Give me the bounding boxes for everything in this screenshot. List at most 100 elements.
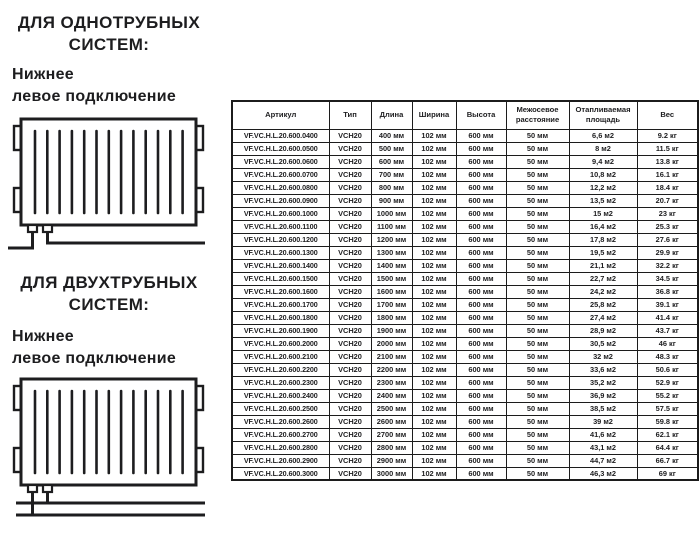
table-cell: 102 мм (411, 375, 457, 390)
table-cell: 500 мм (370, 141, 413, 156)
table-cell: 27,4 м2 (568, 310, 638, 325)
table-cell: 21,1 м2 (568, 258, 638, 273)
table-cell: 50 мм (505, 232, 570, 247)
table-cell: 600 мм (455, 375, 507, 390)
table-cell: 23 кг (636, 206, 699, 221)
table-row: VF.VC.H.L.20.600.2700 VCH20 2700 мм 102 мм 6… (231, 427, 699, 442)
table-cell: 24,2 м2 (568, 284, 638, 299)
table-cell: 50 мм (505, 414, 570, 429)
table-cell: 50 мм (505, 167, 570, 182)
table-row: VF.VC.H.L.20.600.1500 VCH20 1500 мм 102 мм 6… (231, 271, 699, 286)
single-pipe-section-subtitle: Нижнее левое подключение (12, 64, 222, 108)
radiator-fins (33, 129, 184, 215)
table-cell: 3000 мм (370, 466, 413, 481)
table-cell: VF.VC.H.L.20.600.1700 (231, 297, 330, 312)
table-cell: 13,5 м2 (568, 193, 638, 208)
table-row: VF.VC.H.L.20.600.2900 VCH20 2900 мм 102 мм 6… (231, 453, 699, 468)
table-row: VF.VC.H.L.20.600.1000 VCH20 1000 мм 102 мм 6… (231, 206, 699, 221)
table-cell: 102 мм (411, 154, 457, 169)
table-cell: VCH20 (328, 453, 372, 468)
table-row: VF.VC.H.L.20.600.0700 VCH20 700 мм 102 мм 60… (231, 167, 699, 182)
table-cell: 50 мм (505, 349, 570, 364)
title-line: ДЛЯ ОДНОТРУБНЫХ (17, 13, 201, 32)
table-cell: 50 мм (505, 453, 570, 468)
table-cell: 600 мм (455, 180, 507, 195)
table-cell: 50 мм (505, 427, 570, 442)
table-cell: 50 мм (505, 284, 570, 299)
table-cell: 600 мм (455, 427, 507, 442)
table-cell: VCH20 (328, 141, 372, 156)
table-cell: VCH20 (328, 310, 372, 325)
table-cell: 600 мм (455, 245, 507, 260)
table-cell: 1000 мм (370, 206, 413, 221)
table-cell: 50 мм (505, 245, 570, 260)
table-row: VF.VC.H.L.20.600.1200 VCH20 1200 мм 102 мм 6… (231, 232, 699, 247)
table-cell: 1800 мм (370, 310, 413, 325)
table-cell: 600 мм (455, 466, 507, 481)
table-cell: 25.3 кг (636, 219, 699, 234)
table-cell: 102 мм (411, 401, 457, 416)
table-row: VF.VC.H.L.20.600.1900 VCH20 1900 мм 102 мм 6… (231, 323, 699, 338)
table-row: VF.VC.H.L.20.600.2000 VCH20 2000 мм 102 мм 6… (231, 336, 699, 351)
table-cell: 102 мм (411, 258, 457, 273)
table-cell: VCH20 (328, 193, 372, 208)
table-cell: 29.9 кг (636, 245, 699, 260)
table-cell: 600 мм (455, 167, 507, 182)
table-cell: 400 мм (370, 128, 413, 143)
table-cell: 22,7 м2 (568, 271, 638, 286)
table-cell: VF.VC.H.L.20.600.2300 (231, 375, 330, 390)
table-cell: VF.VC.H.L.20.600.2900 (231, 453, 330, 468)
table-cell: 600 мм (455, 141, 507, 156)
table-cell: 600 мм (455, 336, 507, 351)
table-cell: 30,5 м2 (568, 336, 638, 351)
table-cell: 66.7 кг (636, 453, 699, 468)
table-cell: 600 мм (455, 258, 507, 273)
table-cell: 600 мм (455, 193, 507, 208)
table-cell: 17,8 м2 (568, 232, 638, 247)
table-cell: 102 мм (411, 388, 457, 403)
table-cell: VCH20 (328, 258, 372, 273)
table-cell: 600 мм (455, 440, 507, 455)
table-cell: 25,8 м2 (568, 297, 638, 312)
table-cell: 102 мм (411, 310, 457, 325)
left-panel: ДЛЯ ОДНОТРУБНЫХ СИСТЕМ: Нижнее левое под… (0, 0, 228, 535)
table-cell: VF.VC.H.L.20.600.1900 (231, 323, 330, 338)
table-cell: 8 м2 (568, 141, 638, 156)
table-cell: 28,9 м2 (568, 323, 638, 338)
table-cell: 102 мм (411, 206, 457, 221)
table-row: VF.VC.H.L.20.600.1300 VCH20 1300 мм 102 мм 6… (231, 245, 699, 260)
table-cell: 2800 мм (370, 440, 413, 455)
table-cell: 50 мм (505, 323, 570, 338)
table-cell: 50 мм (505, 297, 570, 312)
two-pipe-section-subtitle: Нижнее левое подключение (12, 326, 222, 370)
table-cell: 6,6 м2 (568, 128, 638, 143)
title-line: СИСТЕМ: (68, 35, 150, 55)
table-cell: VF.VC.H.L.20.600.2800 (231, 440, 330, 455)
subtitle-line: левое подключение (12, 88, 177, 106)
table-cell: VCH20 (328, 271, 372, 286)
table-cell: 39 м2 (568, 414, 638, 429)
table-cell: VF.VC.H.L.20.600.2000 (231, 336, 330, 351)
column-header: Длина (370, 100, 413, 130)
table-row: VF.VC.H.L.20.600.3000 VCH20 3000 мм 102 мм 6… (231, 466, 699, 481)
table-cell: 41,6 м2 (568, 427, 638, 442)
table-row: VF.VC.H.L.20.600.2100 VCH20 2100 мм 102 мм 6… (231, 349, 699, 364)
table-cell: 102 мм (411, 245, 457, 260)
table-cell: 50 мм (505, 440, 570, 455)
column-header: Межосевое расстояние (505, 100, 570, 130)
table-cell: VCH20 (328, 427, 372, 442)
table-cell: 50 мм (505, 258, 570, 273)
table-row: VF.VC.H.L.20.600.0800 VCH20 800 мм 102 мм 60… (231, 180, 699, 195)
table-cell: VF.VC.H.L.20.600.0700 (231, 167, 330, 182)
table-cell: 1100 мм (370, 219, 413, 234)
table-cell: 15 м2 (568, 206, 638, 221)
table-cell: VF.VC.H.L.20.600.2400 (231, 388, 330, 403)
table-cell: VF.VC.H.L.20.600.1500 (231, 271, 330, 286)
table-cell: 102 мм (411, 453, 457, 468)
title-line: СИСТЕМ: (68, 295, 150, 315)
table-cell: VCH20 (328, 297, 372, 312)
table-cell: 102 мм (411, 167, 457, 182)
table-cell: 39.1 кг (636, 297, 699, 312)
table-cell: VCH20 (328, 414, 372, 429)
